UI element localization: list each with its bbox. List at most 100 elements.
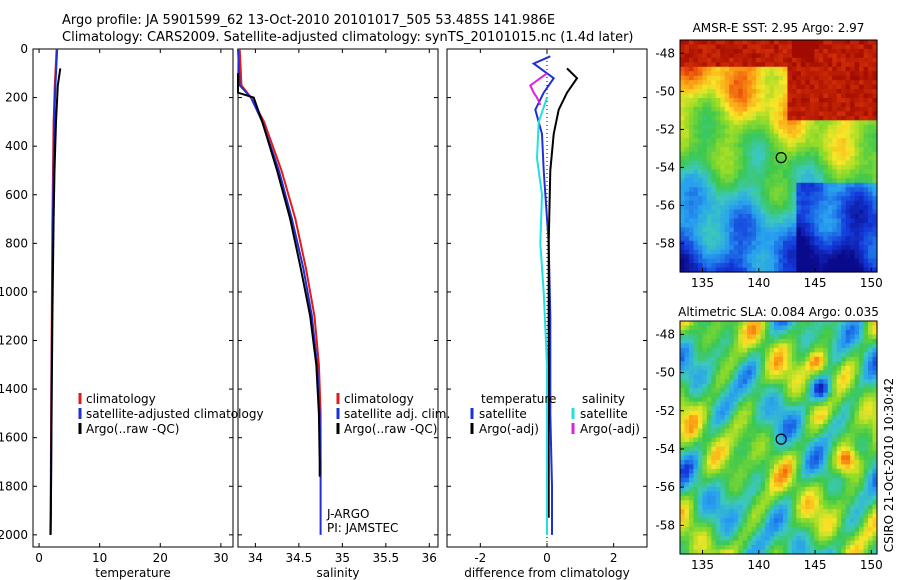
map-cell: [796, 258, 802, 264]
map-cell: [729, 365, 735, 371]
map-cell: [778, 334, 784, 340]
map-cell: [751, 518, 757, 524]
map-cell: [854, 142, 860, 148]
map-cell: [697, 222, 703, 228]
map-cell: [680, 527, 686, 533]
map-cell: [693, 129, 699, 135]
map-cell: [742, 406, 748, 412]
map-cell: [872, 169, 878, 175]
map-cell: [809, 267, 815, 273]
map-cell: [854, 522, 860, 528]
map-cell: [868, 536, 874, 542]
map-cell: [702, 549, 708, 555]
map-cell: [823, 151, 829, 157]
map-cell: [738, 164, 744, 170]
map-cell: [809, 57, 815, 63]
map-cell: [742, 142, 748, 148]
map-cell: [859, 227, 865, 233]
map-cell: [818, 455, 824, 461]
map-cell: [778, 245, 784, 251]
map-cell: [733, 160, 739, 166]
map-cell: [697, 518, 703, 524]
map-cell: [787, 347, 793, 353]
map-cell: [805, 325, 811, 331]
map-cell: [680, 379, 686, 385]
map-cell: [711, 374, 717, 380]
map-cell: [872, 500, 878, 506]
map-cell: [809, 419, 815, 425]
map-cell: [729, 120, 735, 126]
map-cell: [859, 343, 865, 349]
map-cell: [872, 209, 878, 215]
map-cell: [809, 48, 815, 54]
map-cell: [720, 222, 726, 228]
map-cell: [845, 53, 851, 59]
map-cell: [742, 267, 748, 273]
map-cell: [738, 129, 744, 135]
map-cell: [697, 44, 703, 50]
map-cell: [702, 245, 708, 251]
map-cell: [863, 106, 869, 112]
map-cell: [724, 410, 730, 416]
map-cell: [823, 450, 829, 457]
map-cell: [733, 102, 739, 108]
map-cell: [729, 227, 735, 233]
map-cell: [715, 441, 721, 448]
map-cell: [836, 464, 842, 470]
map-cell: [859, 254, 865, 260]
map-cell: [729, 209, 735, 215]
map-cell: [827, 397, 833, 403]
map-cell: [782, 218, 789, 224]
map-cell: [796, 347, 802, 353]
map-cell: [756, 111, 762, 117]
map-cell: [841, 156, 847, 162]
map-cell: [814, 459, 820, 465]
map-cell: [827, 513, 833, 519]
map-cell: [715, 80, 721, 86]
map-cell: [702, 388, 708, 394]
map-cell: [702, 75, 708, 81]
map-cell: [765, 343, 771, 349]
map-cell: [702, 57, 708, 63]
map-cell: [724, 374, 730, 380]
map-cell: [863, 446, 869, 452]
map-cell: [742, 129, 748, 135]
map-cell: [760, 388, 766, 394]
map-cell: [787, 258, 793, 264]
map-cell: [814, 455, 820, 461]
map-cell: [738, 173, 744, 179]
map-cell: [688, 138, 695, 144]
map-cell: [711, 196, 717, 202]
map-cell: [787, 531, 793, 537]
map-cell: [720, 196, 726, 202]
map-cell: [872, 356, 878, 362]
map-cell: [693, 482, 699, 488]
map-cell: [702, 343, 708, 349]
map-cell: [832, 209, 838, 215]
map-cell: [765, 513, 771, 519]
map-cell: [711, 329, 717, 336]
map-cell: [680, 236, 686, 242]
map-cell: [711, 540, 717, 546]
map-cell: [742, 361, 748, 367]
map-cell: [796, 388, 802, 394]
map-cell: [729, 343, 735, 349]
map-cell: [680, 231, 686, 237]
map-cell: [818, 71, 824, 77]
map-cell: [765, 527, 771, 533]
map-cell: [697, 374, 703, 380]
map-cell: [697, 151, 703, 157]
map-cell: [724, 356, 730, 362]
map-cell: [791, 536, 798, 542]
map-cell: [796, 459, 802, 465]
map-cell: [787, 240, 793, 246]
map-cell: [760, 468, 766, 474]
map-cell: [733, 44, 739, 50]
map-cell: [818, 321, 824, 327]
map-cell: [863, 361, 869, 367]
map-cell: [747, 500, 753, 506]
map-cell: [800, 486, 806, 492]
map-cell: [818, 495, 824, 501]
map-cell: [769, 500, 775, 506]
map-cell: [769, 164, 775, 170]
